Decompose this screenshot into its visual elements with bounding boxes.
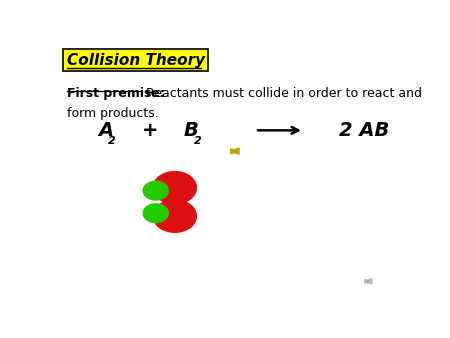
Polygon shape (365, 280, 368, 283)
Circle shape (153, 200, 197, 232)
Text: First premise:: First premise: (67, 88, 165, 100)
Text: B: B (184, 121, 198, 140)
Text: Collision Theory: Collision Theory (67, 53, 205, 68)
Text: 2: 2 (194, 136, 202, 146)
Text: 2 AB: 2 AB (339, 121, 389, 140)
Circle shape (143, 181, 168, 200)
Text: +: + (142, 121, 159, 140)
Polygon shape (368, 279, 372, 284)
Polygon shape (230, 149, 234, 153)
Text: A: A (98, 121, 113, 140)
Text: Reactants must collide in order to react and: Reactants must collide in order to react… (142, 88, 422, 100)
Polygon shape (234, 148, 239, 154)
Circle shape (143, 204, 168, 223)
Text: 2: 2 (108, 136, 116, 146)
Text: form products.: form products. (67, 107, 158, 120)
Circle shape (153, 172, 197, 204)
